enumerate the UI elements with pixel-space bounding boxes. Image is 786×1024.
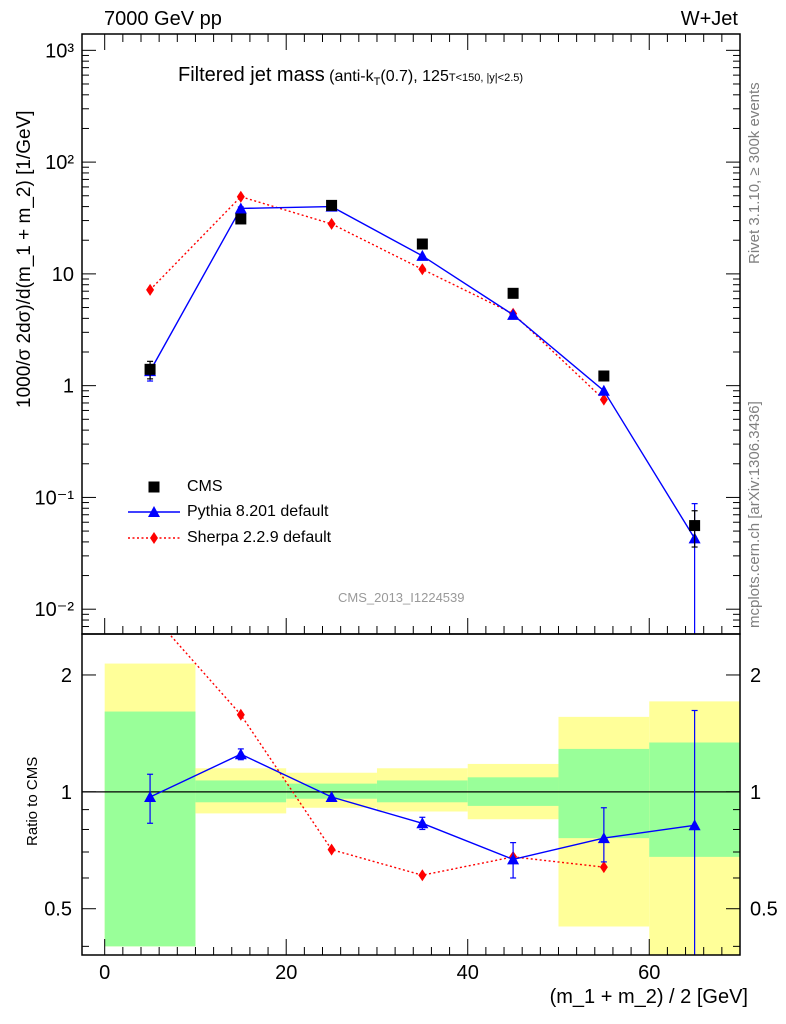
ratio-pythia-point-3 [416, 817, 429, 829]
legend-label-pythia: Pythia 8.201 default [187, 503, 329, 520]
cms-point-6 [689, 520, 701, 532]
legend-label-cms: CMS [187, 478, 223, 495]
legend-marker-sherpa [150, 532, 158, 544]
legend [128, 481, 180, 544]
cms-point-3 [416, 238, 428, 250]
x-axis-label: (m_1 + m_2) / 2 [GeV] [549, 986, 748, 1008]
rivet-version-label: Rivet 3.1.10, ≥ 300k events [746, 82, 763, 264]
cms-point-1 [235, 213, 247, 225]
ratio-sherpa-point-2 [327, 843, 336, 856]
band-green-bin-0 [104, 711, 196, 947]
legend-marker-cms [148, 481, 160, 493]
pythia-point-1 [234, 202, 247, 214]
ratio-sherpa-point-5 [599, 861, 608, 874]
sherpa-point-1 [236, 190, 245, 203]
ratio-y-tick-label-right: 0.5 [750, 899, 778, 921]
main-y-tick-label: 10² [45, 152, 74, 174]
analysis-watermark: CMS_2013_I1224539 [338, 590, 465, 605]
pythia-point-4 [507, 308, 520, 320]
legend-label-sherpa: Sherpa 2.2.9 default [187, 529, 332, 546]
ratio-sherpa-line [168, 634, 604, 876]
ratio-pythia-point-2 [325, 790, 338, 802]
ratio-y-tick-label-left: 0.5 [44, 899, 72, 921]
ratio-panel-series [144, 606, 701, 955]
x-tick-label: 20 [275, 962, 297, 984]
plot-title: Filtered jet mass (anti-kT(0.7), 125T<15… [178, 64, 523, 88]
sherpa-point-2 [327, 217, 336, 230]
ratio-sherpa-point-0 [146, 606, 154, 618]
legend-marker-pythia [148, 506, 160, 517]
ratio-pythia-point-4 [507, 853, 520, 865]
sherpa-point-5 [599, 393, 608, 406]
ratio-sherpa-point-3 [418, 869, 427, 882]
x-tick-label: 60 [638, 962, 660, 984]
pythia-point-5 [597, 384, 610, 396]
main-y-tick-label: 1 [63, 376, 74, 398]
ratio-y-tick-label-right: 2 [750, 665, 761, 687]
main-y-tick-label: 10³ [45, 40, 74, 62]
main-y-tick-label: 10⁻¹ [35, 487, 75, 509]
ratio-sherpa-point-1 [236, 708, 245, 721]
pythia-point-3 [416, 249, 429, 261]
ratio-pythia-point-0 [144, 790, 157, 802]
mcplots-label: mcplots.cern.ch [arXiv:1306.3436] [746, 401, 763, 628]
main-panel-series [144, 190, 701, 634]
ratio-y-tick-label-left: 1 [61, 782, 72, 804]
plot-title-main: Filtered jet mass [178, 64, 325, 86]
main-y-axis-label: 1000/σ 2dσ)/d(m_1 + m_2) [1/GeV] [14, 110, 35, 408]
cms-point-0 [144, 363, 156, 375]
main-y-tick-label: 10 [52, 264, 74, 286]
plot-title-sub: (anti-kT(0.7), 125T<150, |y|<2.5) [329, 68, 524, 89]
ratio-pythia-point-5 [597, 832, 610, 844]
ratio-y-tick-label-left: 2 [61, 665, 72, 687]
cms-point-5 [598, 370, 610, 382]
header-process-label: W+Jet [680, 8, 738, 30]
ratio-y-tick-label-right: 1 [750, 782, 761, 804]
header-energy-label: 7000 GeV pp [104, 8, 222, 30]
ratio-y-axis-label: Ratio to CMS [24, 756, 41, 846]
sherpa-line [149, 195, 605, 401]
sherpa-point-3 [418, 263, 427, 276]
ratio-pythia-point-6 [688, 819, 701, 831]
sherpa-point-0 [146, 283, 155, 296]
cms-point-4 [507, 287, 519, 299]
x-tick-label: 0 [99, 962, 110, 984]
ratio-panel-frame [81, 633, 741, 956]
x-tick-label: 40 [457, 962, 479, 984]
panel-frames [81, 33, 741, 956]
main-y-tick-label: 10⁻² [35, 599, 75, 621]
ratio-uncertainty-bands [104, 663, 740, 955]
ratio-pythia-point-1 [234, 748, 247, 760]
cms-point-2 [326, 199, 338, 211]
main-panel-frame [81, 33, 741, 635]
